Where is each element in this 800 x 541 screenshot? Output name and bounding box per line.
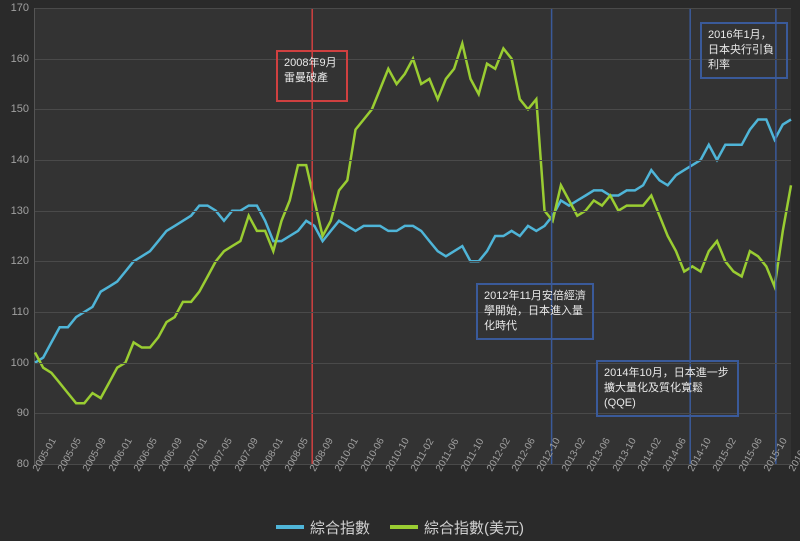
ytick-label: 110 [11,306,35,318]
ytick-label: 90 [17,407,35,419]
gridline-y [35,160,791,161]
annotation-box: 2012年11月安倍經濟學開始，日本進入量化時代 [476,283,594,340]
legend-label: 綜合指數(美元) [424,517,524,538]
legend-item: 綜合指數(美元) [390,517,524,538]
gridline-y [35,261,791,262]
ytick-label: 100 [11,357,35,369]
ytick-label: 120 [11,255,35,267]
legend: 綜合指數 綜合指數(美元) [0,516,800,538]
legend-label: 綜合指數 [310,517,370,538]
chart-container: 80901001101201301401501601702005-012005-… [0,0,800,541]
annotation-box: 2008年9月雷曼破產 [276,50,348,102]
gridline-y [35,211,791,212]
legend-swatch [276,525,304,529]
ytick-label: 130 [11,205,35,217]
gridline-y [35,109,791,110]
gridline-y [35,59,791,60]
ytick-label: 170 [11,2,35,14]
legend-swatch [390,525,418,529]
annotation-box: 2016年1月，日本央行引負利率 [700,22,788,79]
ytick-label: 150 [11,103,35,115]
gridline-y [35,8,791,9]
annotation-box: 2014年10月，日本進一步擴大量化及質化寬鬆(QQE) [596,360,739,417]
legend-item: 綜合指數 [276,517,370,538]
ytick-label: 140 [11,154,35,166]
series-line [35,44,791,404]
series-line [35,120,791,363]
gridline-y [35,312,791,313]
ytick-label: 160 [11,53,35,65]
